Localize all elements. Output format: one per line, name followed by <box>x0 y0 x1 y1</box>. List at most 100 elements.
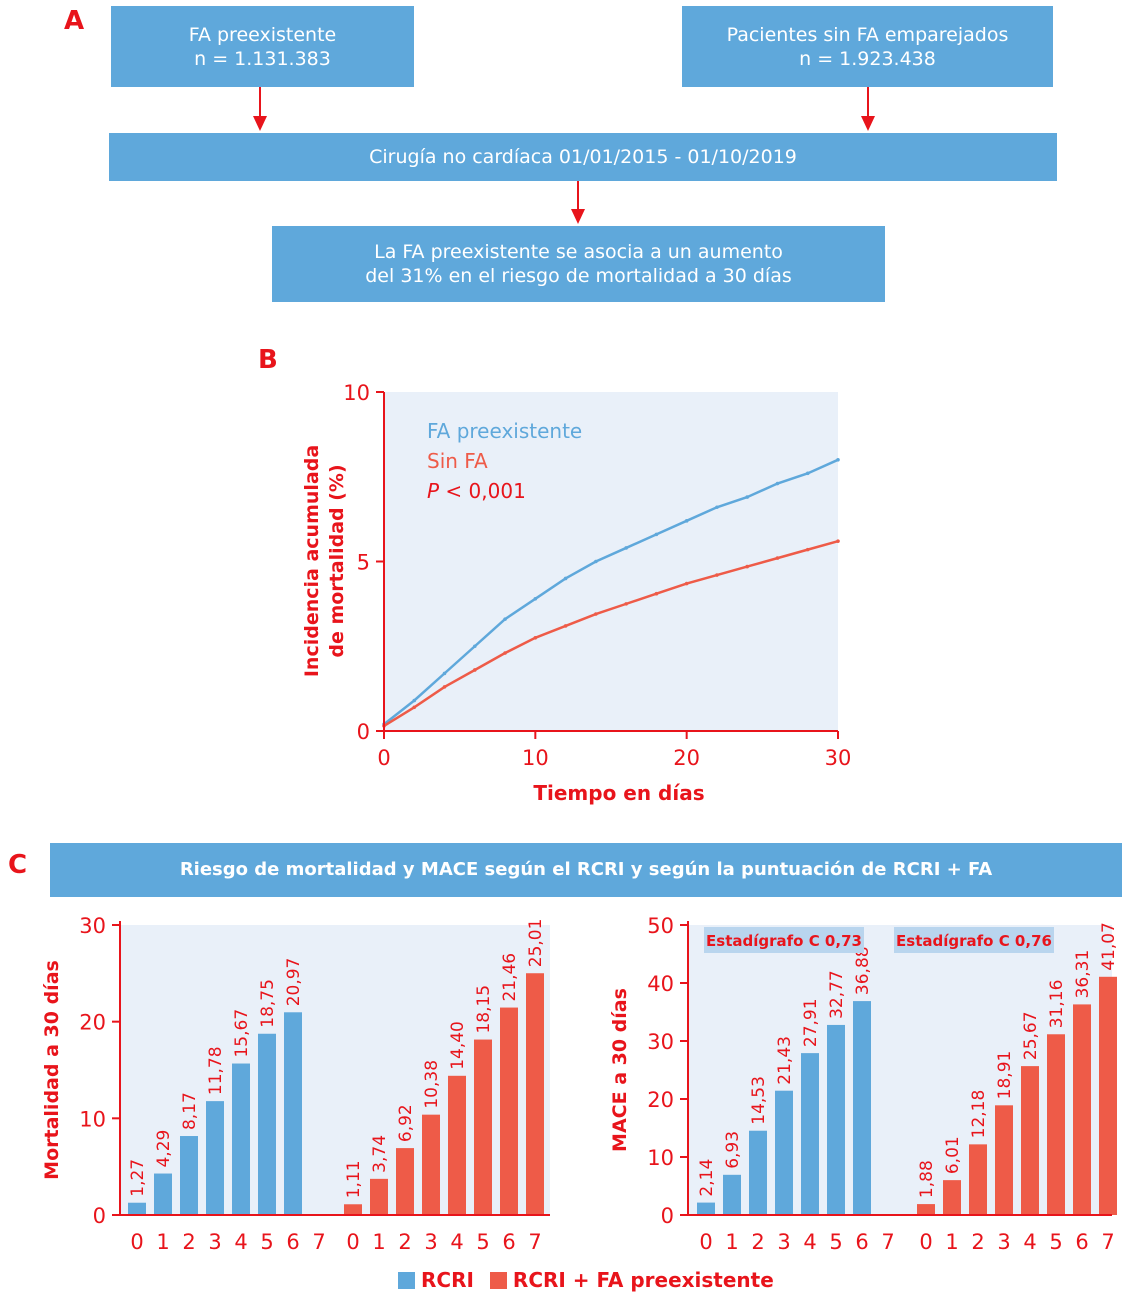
bar-y-tick-label: 50 <box>647 914 674 938</box>
bar-value-label: 1,88 <box>917 1160 937 1198</box>
bar-value-label: 21,43 <box>775 1036 795 1085</box>
arrow-head-3 <box>571 209 585 224</box>
x-category-label: 1 <box>945 1230 958 1254</box>
series-1-point <box>442 685 447 689</box>
bar <box>969 1144 987 1215</box>
y-tick-label: 10 <box>343 381 370 405</box>
bar <box>1099 976 1117 1215</box>
series-1-point <box>563 624 568 628</box>
bar <box>258 1033 276 1215</box>
bar-value-label: 14,53 <box>749 1076 769 1125</box>
x-category-label: 4 <box>234 1230 247 1254</box>
series-0-point <box>594 559 598 564</box>
bar <box>370 1178 388 1215</box>
bar <box>422 1114 440 1215</box>
bar <box>775 1090 793 1215</box>
c-statistic-box <box>704 927 864 953</box>
bar-value-label: 6,93 <box>723 1131 743 1169</box>
panel-a-letter: A <box>64 6 85 36</box>
y-axis-title-line-2: de mortalidad (%) <box>326 464 348 657</box>
x-category-label: 2 <box>971 1230 984 1254</box>
y-tick-label: 0 <box>357 720 370 744</box>
x-category-label: 2 <box>182 1230 195 1254</box>
series-0-point <box>654 532 659 537</box>
x-axis-title: Tiempo en días <box>533 781 704 805</box>
bar <box>448 1075 466 1215</box>
bar <box>396 1148 414 1215</box>
bar <box>128 1202 146 1215</box>
bar-value-label: 6,01 <box>943 1136 963 1174</box>
x-category-label: 3 <box>208 1230 221 1254</box>
bar <box>1073 1004 1091 1215</box>
x-category-label: 6 <box>502 1230 515 1254</box>
panel-c-banner-text: Riesgo de mortalidad y MACE según el RCR… <box>179 859 993 880</box>
series-0-point <box>473 644 477 649</box>
bar-y-tick-label: 20 <box>79 1011 106 1035</box>
series-0-point <box>533 596 538 601</box>
x-category-label: 4 <box>450 1230 463 1254</box>
series-1-point <box>503 651 507 655</box>
legend-label-rcri-fa: RCRI + FA preexistente <box>512 1268 774 1292</box>
bar-value-label: 4,29 <box>154 1130 174 1168</box>
x-category-label: 0 <box>346 1230 359 1254</box>
c-statistic-label: Estadígrafo C 0,76 <box>896 932 1052 950</box>
bar-legend: RCRI RCRI + FA preexistente <box>398 1268 774 1292</box>
x-category-label: 7 <box>312 1230 325 1254</box>
p-letter: P <box>427 479 440 503</box>
bar-y-tick-label: 10 <box>647 1146 674 1170</box>
bar-value-label: 41,07 <box>1099 922 1119 971</box>
series-1-point <box>836 539 840 543</box>
bar-value-label: 14,40 <box>448 1021 468 1070</box>
fa-preexistente-count: n = 1.131.383 <box>194 47 331 70</box>
panel-c-letter: C <box>8 850 28 880</box>
bar <box>500 1007 518 1215</box>
y-tick-label: 5 <box>357 551 370 575</box>
bar-value-label: 32,77 <box>827 970 847 1019</box>
x-category-label: 3 <box>777 1230 790 1254</box>
series-0-point <box>563 576 568 581</box>
series-1-point <box>805 547 810 552</box>
x-category-label: 4 <box>1023 1230 1036 1254</box>
bar-y-tick-label: 10 <box>79 1107 106 1131</box>
series-line-0 <box>383 458 839 726</box>
legend-swatch-rcri <box>398 1271 415 1289</box>
series-0-point <box>805 471 810 476</box>
series-1-point <box>775 556 780 560</box>
x-tick-label: 20 <box>673 746 700 770</box>
x-tick-label: 30 <box>825 746 852 770</box>
bar <box>474 1039 492 1215</box>
bar <box>284 1012 302 1215</box>
y-axis-title-line-1: Incidencia acumulada <box>301 445 323 677</box>
x-category-label: 6 <box>855 1230 868 1254</box>
x-category-label: 5 <box>260 1230 273 1254</box>
x-category-label: 5 <box>476 1230 489 1254</box>
bar-value-label: 36,31 <box>1073 950 1093 999</box>
x-category-label: 3 <box>997 1230 1010 1254</box>
series-1-point <box>715 573 719 577</box>
x-category-label: 2 <box>398 1230 411 1254</box>
series-0-point <box>715 505 719 510</box>
bar-value-label: 36,88 <box>853 946 873 995</box>
series-1-point <box>594 612 598 616</box>
legend-swatch-rcri-fa <box>489 1271 507 1289</box>
series-0-point <box>775 481 780 486</box>
series-line-1 <box>383 539 839 727</box>
arrow-head-1 <box>253 116 267 131</box>
x-category-label: 0 <box>130 1230 143 1254</box>
series-1-point <box>624 602 628 606</box>
bar <box>344 1204 362 1215</box>
x-category-label: 1 <box>156 1230 169 1254</box>
bar-y-tick-label: 20 <box>647 1088 674 1112</box>
x-category-label: 6 <box>1075 1230 1088 1254</box>
sin-fa-title: Pacientes sin FA emparejados <box>726 23 1009 46</box>
result-line-2: del 31% en el riesgo de mortalidad a 30 … <box>365 265 792 287</box>
p-rest: < 0,001 <box>439 479 526 503</box>
bar-y-axis-title: MACE a 30 días <box>609 988 631 1152</box>
series-1-point <box>745 564 749 569</box>
panel-c-banner: Riesgo de mortalidad y MACE según el RCR… <box>50 843 1122 897</box>
bar-y-tick-label: 30 <box>79 914 106 938</box>
x-category-label: 7 <box>881 1230 894 1254</box>
legend-label-rcri: RCRI <box>421 1268 474 1292</box>
legend-fa-preexistente: FA preexistente <box>427 419 582 443</box>
bar <box>995 1105 1013 1215</box>
